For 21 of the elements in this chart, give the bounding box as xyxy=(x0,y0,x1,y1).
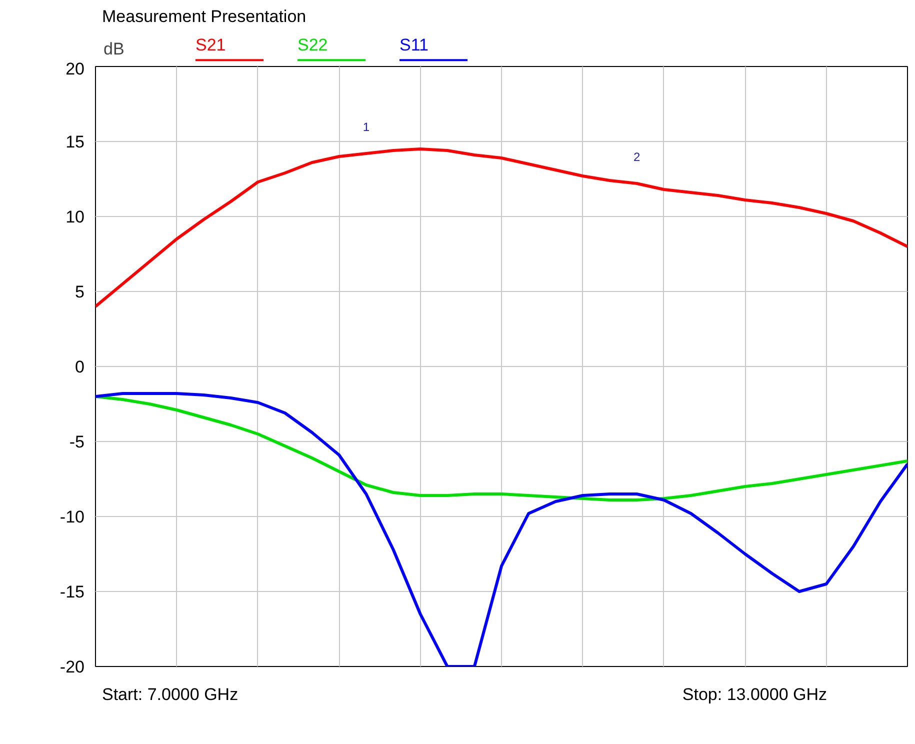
y-tick-label: -20 xyxy=(60,658,85,676)
y-tick-label: -5 xyxy=(69,432,85,452)
y-axis-title: dB xyxy=(104,40,124,58)
line-series xyxy=(96,148,908,308)
y-tick-label: 5 xyxy=(75,282,85,302)
y-tick-label: -15 xyxy=(60,582,85,602)
y-tick-label: -10 xyxy=(60,508,85,526)
text: S22 xyxy=(298,36,328,54)
text: S21 xyxy=(196,36,226,54)
text: S11 xyxy=(400,36,428,54)
line-series xyxy=(96,392,908,666)
annotation: 1 xyxy=(362,120,370,134)
y-tick-label: 15 xyxy=(66,132,85,152)
text: Start: 7.0000 GHz xyxy=(102,684,238,706)
text: Stop: 13.0000 GHz xyxy=(682,684,827,706)
chart-title: Measurement Presentation xyxy=(102,6,306,28)
line-series xyxy=(96,395,908,502)
y-tick-label: 20 xyxy=(66,60,85,78)
y-tick-label: 0 xyxy=(75,358,85,376)
annotation: 2 xyxy=(633,150,640,164)
y-tick-label: 10 xyxy=(66,208,85,226)
